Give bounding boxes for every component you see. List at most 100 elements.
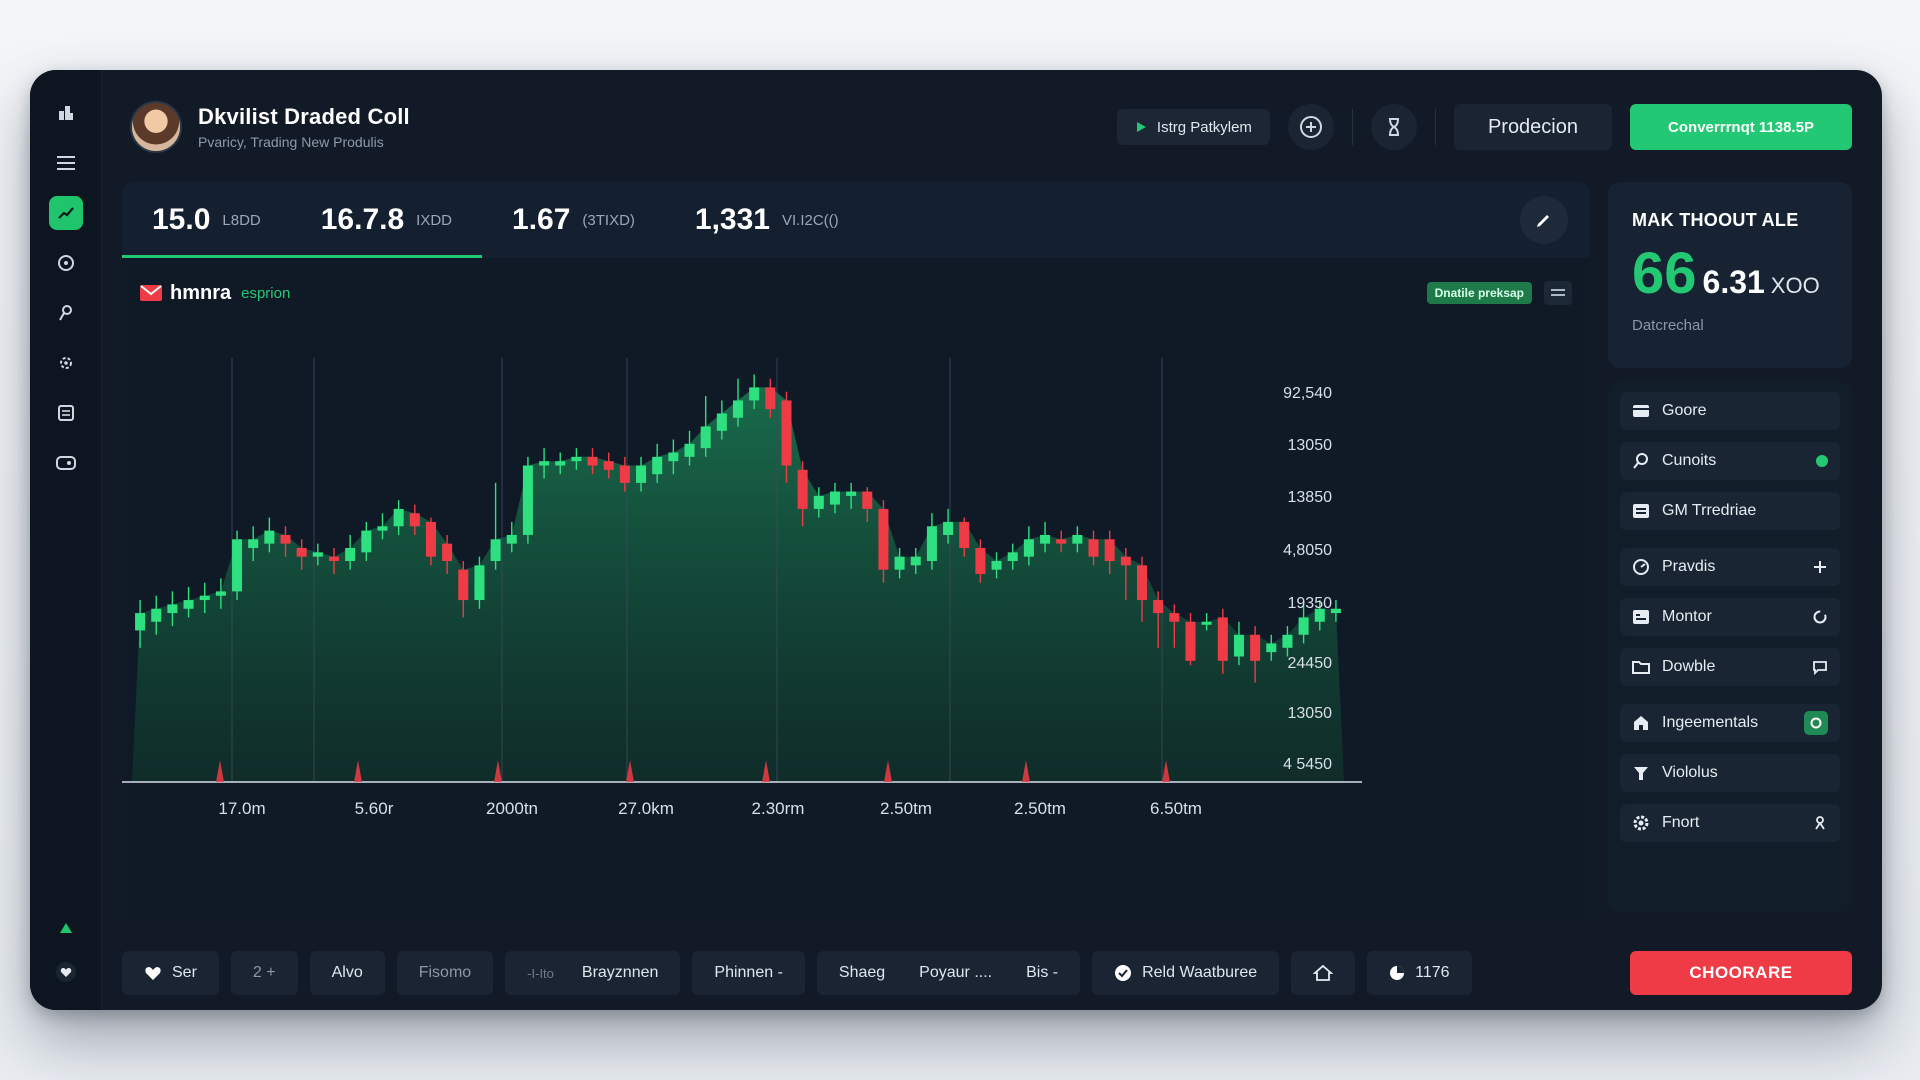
shaeg-group[interactable]: Shaeg Poyaur .... Bis - [816, 951, 1081, 995]
candle-body [151, 608, 162, 622]
person-icon[interactable] [1812, 815, 1828, 831]
side-item-viololus[interactable]: Viololus [1620, 754, 1840, 792]
side-item-label: Cunoits [1662, 452, 1717, 469]
candle-body [1233, 634, 1244, 657]
chart-name: hmnra [170, 281, 232, 304]
candle-body [280, 534, 291, 544]
candle-body [135, 613, 146, 631]
candle-body [1250, 634, 1261, 661]
candle-body [1153, 600, 1164, 614]
candle-body [1040, 534, 1051, 544]
prodecion-button[interactable]: Prodecion [1453, 104, 1612, 150]
stat-tab-2[interactable]: 16.7.8 IXDD [290, 182, 483, 258]
refresh-nav-icon[interactable] [49, 246, 83, 280]
shaeg-label: Shaeg [838, 964, 886, 981]
candle-body [1282, 634, 1293, 648]
header-divider [1351, 109, 1353, 145]
play-icon [1136, 122, 1146, 132]
app-window: Dkvilist Draded Coll Pvaricy, Trading Ne… [30, 70, 1882, 1010]
refresh-icon[interactable] [1812, 609, 1828, 625]
toggle-switch[interactable] [1804, 711, 1828, 735]
chart-nav-icon[interactable] [48, 196, 83, 230]
side-item-label: Viololus [1662, 764, 1718, 781]
edit-button[interactable] [1520, 196, 1568, 244]
alvo-button[interactable]: Alvo [309, 951, 385, 995]
side-item-gm-trredriae[interactable]: GM Trredriae [1620, 492, 1840, 530]
candle-body [183, 600, 194, 609]
y-tick-label: 4 5450 [1283, 756, 1332, 773]
price-big: 66 [1632, 241, 1697, 306]
stat-tab-3[interactable]: 1.67 (3TIXD) [482, 182, 665, 258]
reld-button[interactable]: Reld Waatburee [1092, 951, 1280, 995]
favorite-button[interactable]: Ser [122, 951, 219, 995]
phinnen-button[interactable]: Phinnen - [692, 951, 805, 995]
candle-body [1298, 617, 1309, 635]
convert-button[interactable]: Converrrnqt 1138.5P [1630, 104, 1852, 150]
filter-icon [1634, 767, 1648, 780]
candle-body [797, 469, 808, 509]
play-pill-button[interactable]: Istrg Patkylem [1116, 109, 1270, 145]
x-tick-label: 6.50tm [1150, 799, 1202, 818]
hourglass-icon [1388, 118, 1399, 136]
stat-tab-4[interactable]: 1,331 VI.I2C(() [665, 182, 869, 258]
count-button[interactable]: 2 + [230, 951, 298, 995]
plus-icon[interactable] [1812, 559, 1828, 575]
candle-body [328, 556, 340, 561]
candle-body [1266, 643, 1277, 653]
side-menu: Goore Cunoits GM Trredriae Pravdis Monto… [1608, 382, 1852, 912]
chart-badge[interactable]: Dnatile preksap [1426, 282, 1532, 304]
candle-body [894, 556, 905, 570]
document-nav-icon[interactable] [49, 396, 83, 430]
timer-button[interactable] [1370, 104, 1417, 150]
chart-area-fill [132, 387, 1344, 782]
fisomo-button[interactable]: Fisomo [396, 951, 494, 995]
candle-body [393, 508, 404, 527]
wallet-nav-icon[interactable] [49, 446, 83, 480]
menu-icon[interactable] [49, 146, 83, 180]
primary-red-button[interactable]: CHOORARE [1630, 951, 1852, 995]
candle-body [442, 543, 453, 561]
candlestick-chart[interactable]: 92,540 13050 13850 4,8050 19350 24450 13050 4 5… [122, 258, 1590, 920]
price-card-value: 66 6.31 XOO [1632, 245, 1828, 303]
stat-unit-4: VI.I2C(() [781, 211, 839, 229]
pie-icon [1390, 966, 1405, 980]
side-item-montor[interactable]: Montor [1620, 598, 1840, 636]
chart-menu-button[interactable] [1544, 281, 1572, 305]
side-item-cunoits[interactable]: Cunoits [1620, 442, 1840, 480]
side-item-goore[interactable]: Goore [1620, 392, 1840, 430]
candle-body [910, 556, 921, 566]
side-item-fnort[interactable]: Fnort [1620, 804, 1840, 842]
stat-unit-1: L8DD [222, 211, 261, 229]
settings-nav-icon[interactable] [49, 346, 83, 380]
y-tick-label: 24450 [1288, 655, 1333, 672]
stat-value-3: 1.67 [512, 203, 571, 236]
x-tick-label: 2000tn [486, 799, 538, 818]
brayznnen-button[interactable]: -I-Ito Brayznnen [505, 951, 681, 995]
add-circle-button[interactable] [1287, 104, 1334, 150]
header-actions: Istrg Patkylem Prodecion Converrrnqt 113… [1116, 104, 1852, 150]
app-title: Dkvilist Draded Coll [198, 104, 410, 129]
monitor-icon [1633, 610, 1649, 624]
header-divider-2 [1434, 109, 1436, 145]
candle-body [409, 513, 420, 527]
pencil-icon [1537, 215, 1549, 227]
collapse-icon[interactable] [59, 921, 73, 939]
pin-nav-icon[interactable] [49, 296, 83, 330]
stat-tab-1[interactable]: 15.0 L8DD [122, 182, 291, 258]
heart-shield-icon[interactable] [55, 961, 77, 988]
logo-icon[interactable] [49, 96, 83, 130]
candle-body [248, 539, 259, 548]
count2-button[interactable]: 1176 [1367, 951, 1472, 995]
chart-panel: 92,540 13050 13850 4,8050 19350 24450 13050 4 5… [122, 258, 1590, 920]
y-tick-label: 13050 [1288, 437, 1333, 454]
side-item-dowble[interactable]: Dowble [1620, 648, 1840, 686]
side-item-label: Dowble [1662, 658, 1716, 675]
home-button[interactable] [1291, 951, 1356, 995]
x-tick-label: 17.0m [218, 799, 265, 818]
side-item-ingeementals[interactable]: Ingeementals [1620, 704, 1840, 742]
avatar[interactable] [130, 101, 182, 153]
side-item-pravdis[interactable]: Pravdis [1620, 548, 1840, 586]
axis-marker [216, 760, 224, 782]
chat-icon[interactable] [1812, 659, 1828, 675]
candle-body [425, 521, 436, 557]
